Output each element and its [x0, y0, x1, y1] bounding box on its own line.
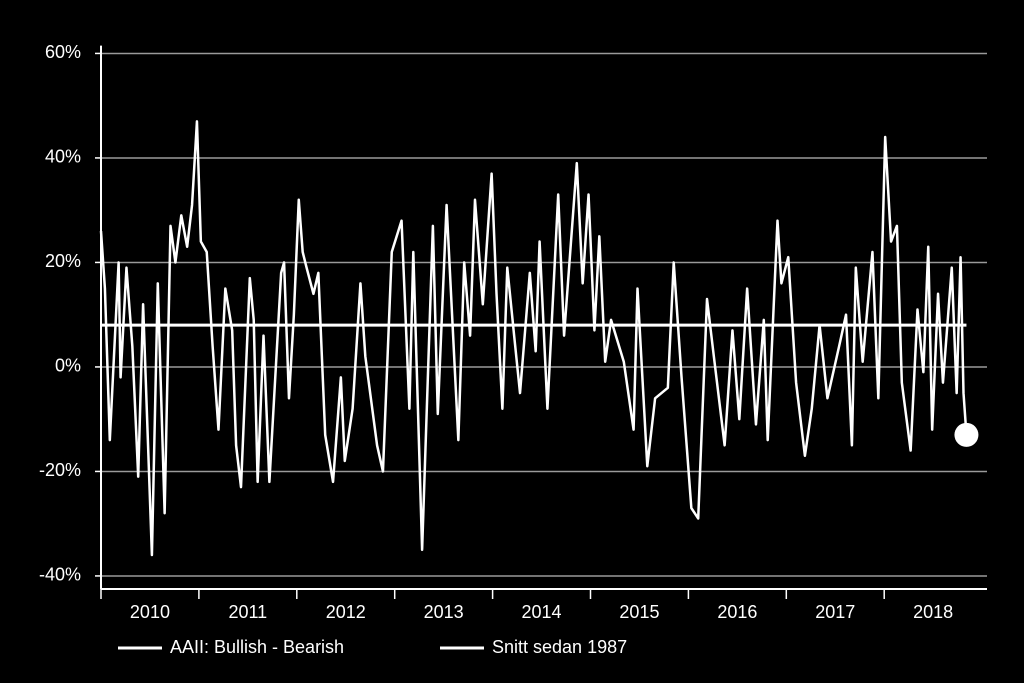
legend-label: Snitt sedan 1987: [492, 637, 627, 657]
x-tick-label: 2014: [522, 602, 562, 622]
series-line: [99, 120, 968, 557]
y-tick-label: 60%: [45, 42, 81, 62]
x-tick-label: 2015: [619, 602, 659, 622]
x-tick-label: 2018: [913, 602, 953, 622]
x-tick-label: 2016: [717, 602, 757, 622]
x-tick-label: 2010: [130, 602, 170, 622]
y-tick-label: 0%: [55, 356, 81, 376]
x-tick-label: 2013: [424, 602, 464, 622]
legend-label: AAII: Bullish - Bearish: [170, 637, 344, 657]
y-tick-label: 40%: [45, 147, 81, 167]
y-tick-label: -40%: [39, 565, 81, 585]
last-point: [954, 422, 979, 447]
y-tick-label: 20%: [45, 251, 81, 271]
x-tick-label: 2011: [228, 602, 267, 622]
y-tick-label: -20%: [39, 460, 81, 480]
x-tick-label: 2017: [815, 602, 855, 622]
x-tick-label: 2012: [326, 602, 366, 622]
